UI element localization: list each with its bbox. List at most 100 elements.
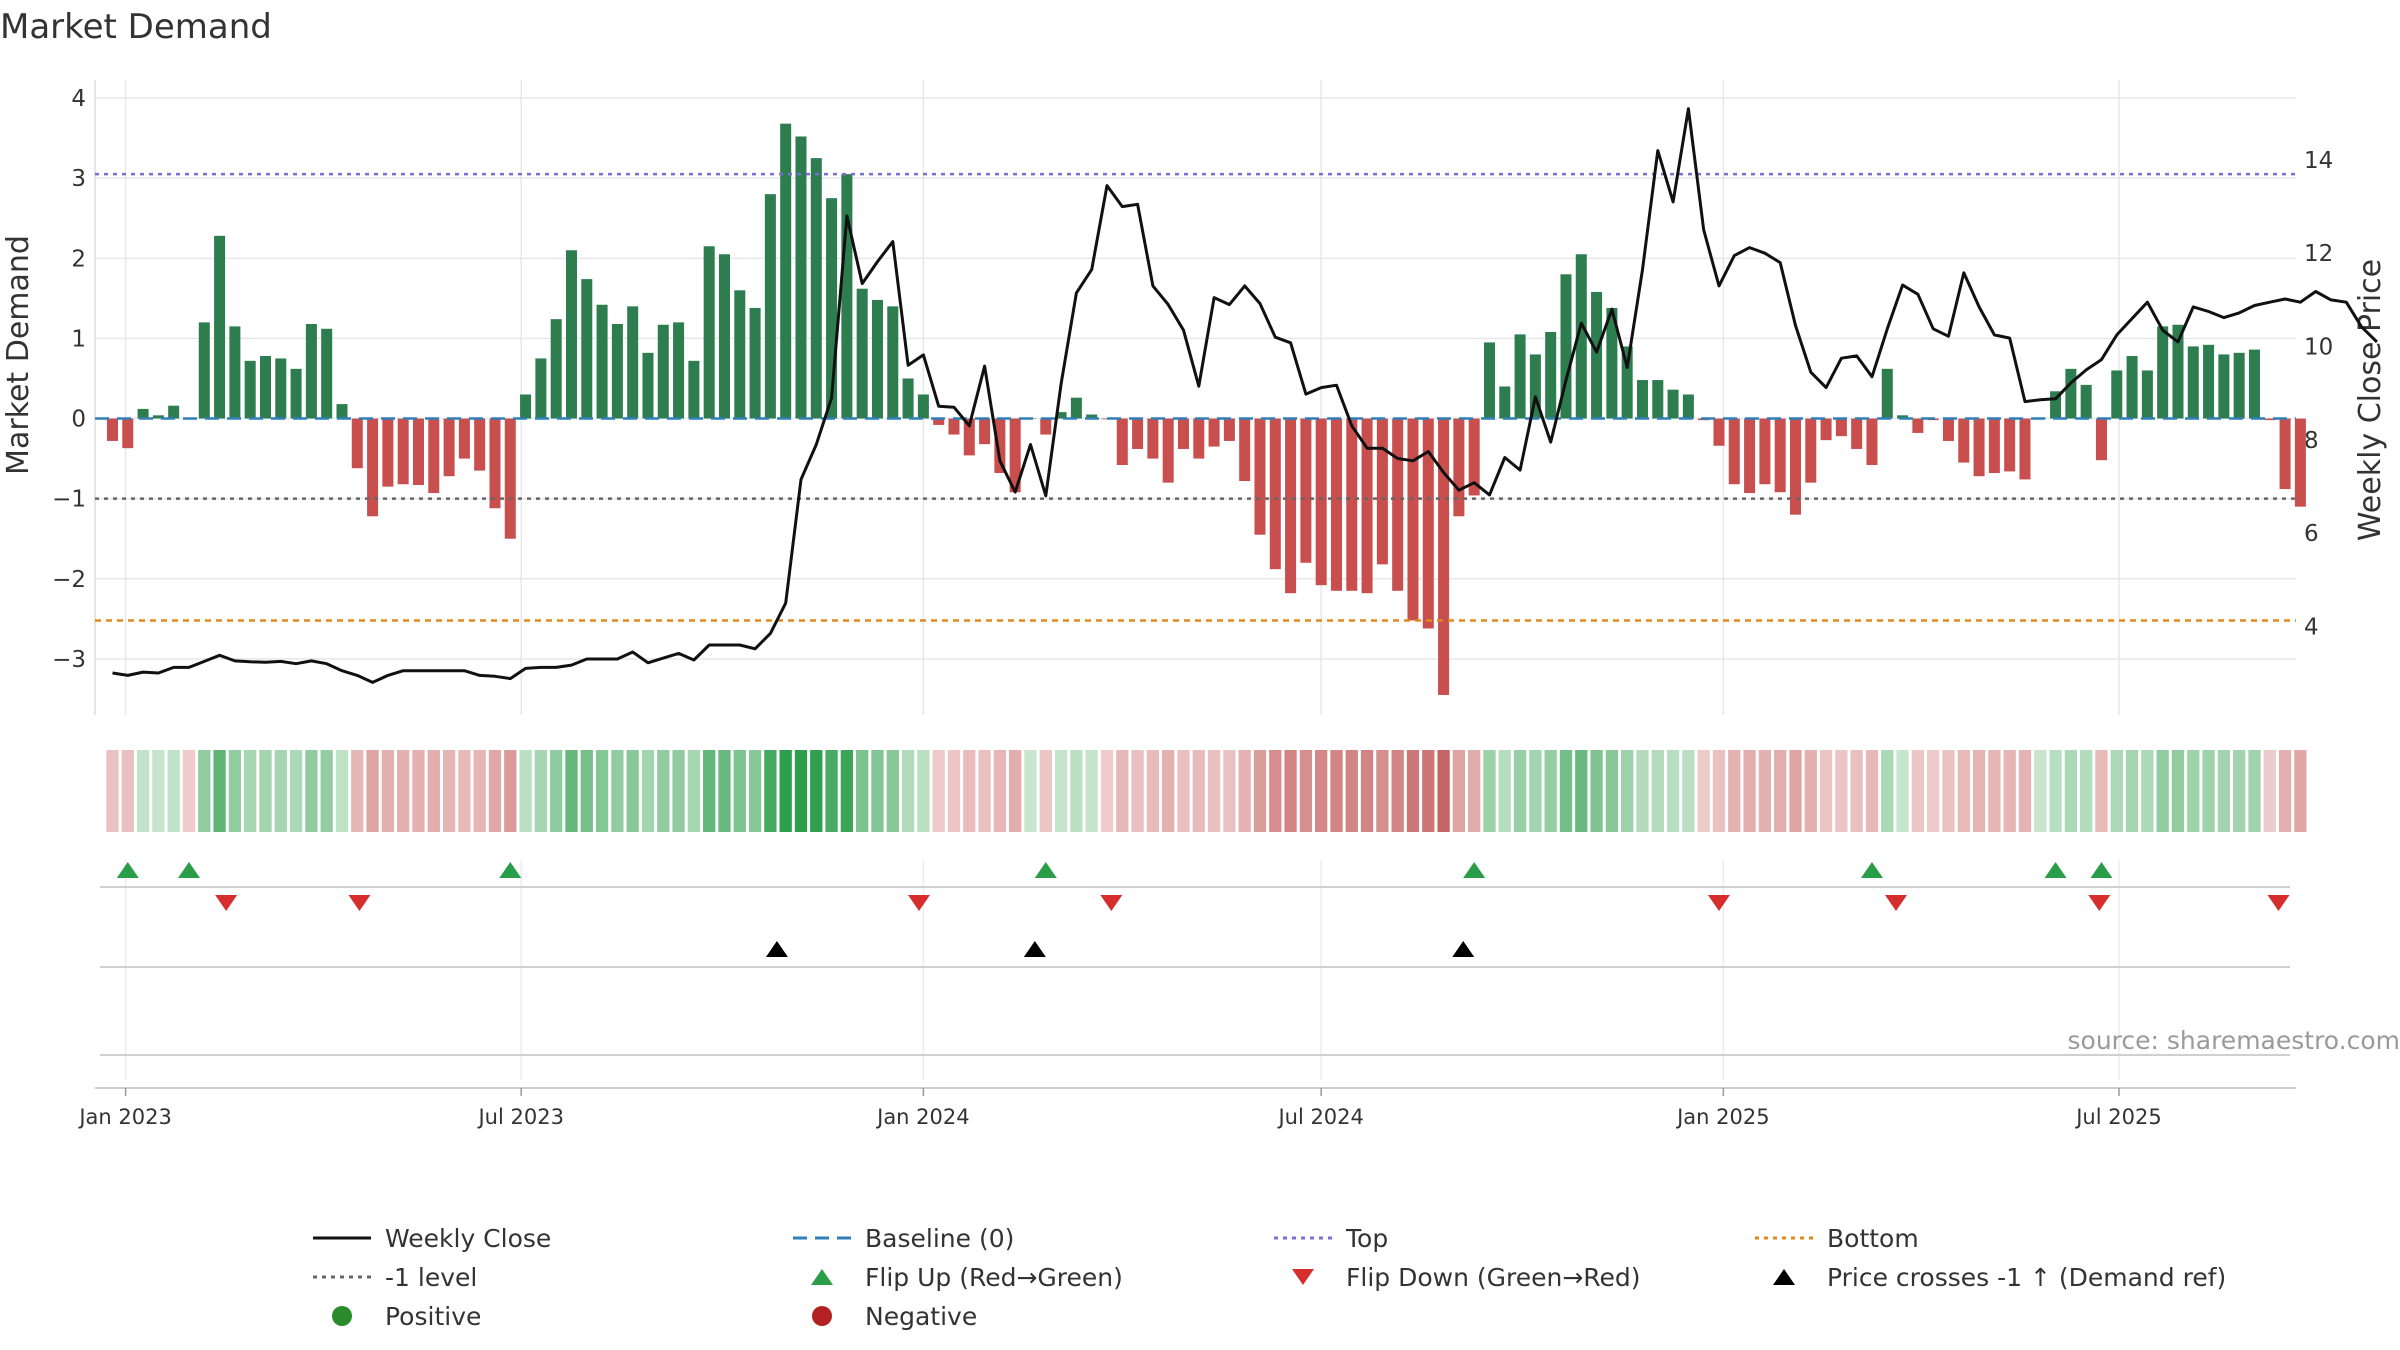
heat-cell [228,750,242,832]
demand-bar-negative [382,418,394,487]
demand-bar-positive [1514,334,1526,419]
price-cross-marker [1023,941,1046,957]
demand-bar-positive [305,323,317,419]
heat-cell [2202,750,2215,832]
demand-bar-positive [2141,370,2153,419]
heat-cell [917,750,930,832]
demand-bar-positive [1545,331,1557,419]
chart-title: Market Demand [0,7,272,47]
demand-bar-positive [1652,380,1664,419]
weekly-close-line-group [112,107,2378,684]
demand-bar-negative [504,418,516,539]
heat-cell [1483,750,1496,832]
legend-label: Price crosses -1 ↑ (Demand ref) [1827,1263,2226,1292]
heat-cell [595,750,609,832]
demand-bar-negative [1866,418,1878,465]
heat-cell [2141,750,2154,832]
heat-cell [442,750,456,832]
demand-bar-positive [718,254,730,419]
flip-down-marker [1100,895,1123,911]
right-axis-label: Weekly Close Price [2353,259,2388,541]
demand-bar-negative [1820,418,1832,441]
heat-cell [764,750,777,832]
demand-bar-negative [1269,418,1281,570]
demand-bar-negative [1376,418,1388,565]
heat-cell [1100,750,1114,832]
demand-bar-negative [1912,418,1924,433]
flip-down-marker [1707,895,1730,911]
demand-bar-negative [1942,418,1954,441]
left-tick-label: 1 [71,326,86,352]
heat-cell [2233,750,2246,832]
demand-bar-positive [2065,368,2077,419]
heat-cell [305,750,318,832]
legend-dot-icon [332,1306,352,1326]
heat-cell [2217,750,2231,832]
demand-bar-negative [1315,418,1327,586]
demand-bar-positive [2248,349,2260,419]
demand-bar-negative [474,418,486,471]
demand-bar-negative [351,418,363,469]
heat-cell [1682,750,1695,832]
heat-cell [611,750,624,832]
heat-cell [289,750,303,832]
heat-cell [641,750,655,832]
heat-cell [534,750,548,832]
demand-bar-negative [1300,418,1312,563]
demand-bar-negative [1392,418,1404,591]
demand-bar-positive [1575,254,1587,419]
demand-bar-negative [1851,418,1863,449]
heat-cell [412,750,425,832]
demand-bar-positive [1560,274,1572,419]
right-tick-label: 4 [2304,614,2319,640]
heat-cell [963,750,976,832]
demand-bar-negative [2019,418,2031,480]
demand-bar-positive [2187,346,2199,419]
legend-label: Bottom [1827,1224,1919,1253]
demand-bar-negative [1162,418,1174,483]
legend-dot-icon [812,1306,832,1326]
demand-bar-positive [1591,291,1603,419]
flip-down-marker [348,895,371,911]
heat-cell [2248,750,2261,832]
heat-cell [1529,750,1542,832]
heat-cell [1085,750,1098,832]
heat-cell [244,750,257,832]
heat-cell [1452,750,1466,832]
heat-cell [2080,750,2093,832]
demand-bar-positive [2172,324,2184,419]
demand-bar-negative [1789,418,1801,515]
heat-cell [1360,750,1374,832]
demand-bar-negative [1223,418,1235,441]
heat-cell [2064,750,2078,832]
demand-bar-negative [963,418,975,456]
heat-cell [1024,750,1037,832]
heat-cell [1223,750,1236,832]
legend-label: Positive [385,1302,481,1331]
heat-cell [488,750,502,832]
demand-bar-negative [428,418,440,494]
legend-triangle-up-icon [1773,1269,1795,1285]
heat-cell [1575,750,1588,832]
legend-triangle-up-icon [811,1269,833,1285]
heat-cell [1391,750,1404,832]
demand-bar-negative [1988,418,2000,474]
heat-cell [856,750,869,832]
demand-bar-negative [2095,418,2107,461]
demand-bar-negative [1361,418,1373,594]
demand-bar-negative [412,418,424,486]
heat-cell [1162,750,1175,832]
legend-item: -1 level [313,1263,477,1292]
heat-cell [550,750,563,832]
demand-bar-negative [1453,418,1465,517]
demand-bar-negative [1468,418,1480,496]
legend-label: Flip Down (Green→Red) [1346,1263,1641,1292]
grid [94,80,2296,1080]
heat-cell [2003,750,2016,832]
date-tick-label: Jan 2024 [875,1105,970,1129]
demand-bar-positive [810,158,822,419]
heat-cell [1636,750,1649,832]
demand-bar-negative [1177,418,1189,449]
heat-cell [1911,750,1925,832]
demand-bar-negative [1116,418,1128,465]
